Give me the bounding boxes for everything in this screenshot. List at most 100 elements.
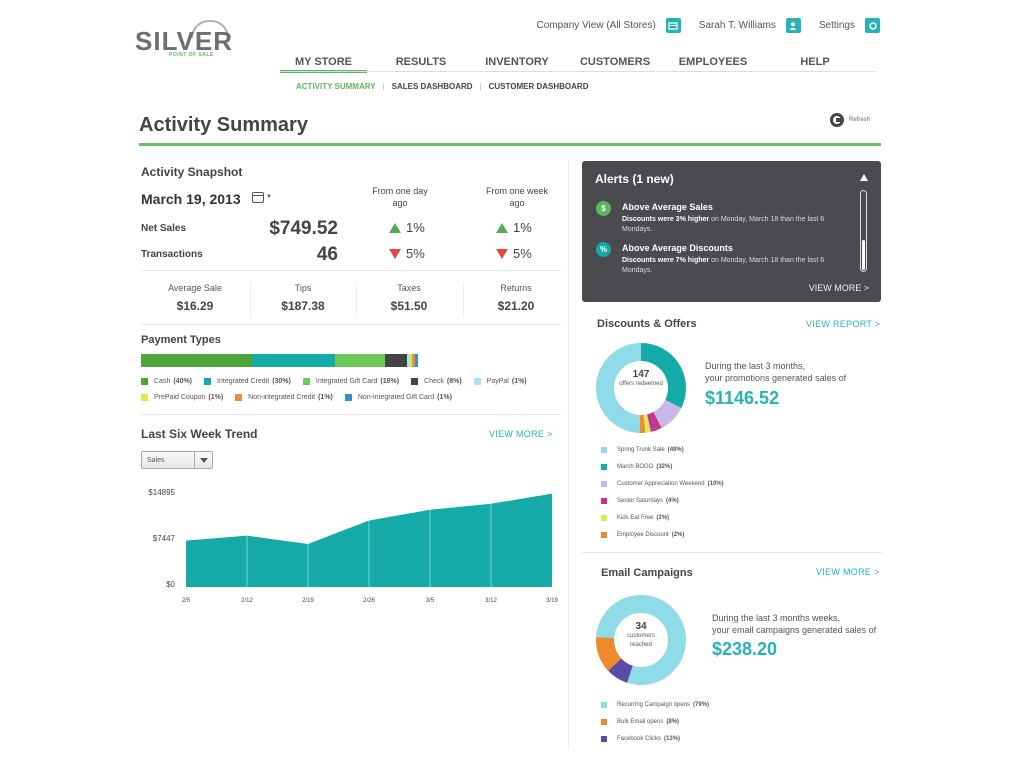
divider xyxy=(141,414,561,415)
refresh-button[interactable]: Refresh xyxy=(830,113,870,127)
nav-customers[interactable]: CUSTOMERS xyxy=(579,56,651,68)
legend-item: Spring Trunk Sale (49%) xyxy=(601,441,801,458)
silver-logo[interactable]: SILVER POINT OF SALE xyxy=(135,20,235,58)
select-value: Sales xyxy=(147,456,165,464)
subnav-sales-dashboard[interactable]: SALES DASHBOARD xyxy=(391,82,473,91)
stat-label: Tips xyxy=(294,283,312,293)
stat-taxes: Taxes $51.50 xyxy=(359,283,459,313)
legend-swatch xyxy=(601,446,607,453)
column-divider xyxy=(568,160,569,750)
payment-bar-segment xyxy=(409,354,413,367)
legend-pct: (2%) xyxy=(656,514,670,521)
legend-pct: (18%) xyxy=(380,377,400,385)
payment-types-bar xyxy=(141,354,418,367)
nav-results[interactable]: RESULTS xyxy=(395,56,447,68)
alert-title: Above Average Discounts xyxy=(622,243,733,253)
trend-heading: Last Six Week Trend xyxy=(141,427,258,441)
delta-value: 5% xyxy=(406,246,425,261)
email-view-more-link[interactable]: VIEW MORE > xyxy=(816,567,880,577)
subnav-separator: | xyxy=(479,82,482,91)
stat-value: $187.38 xyxy=(281,299,325,313)
company-view-link[interactable]: Company View (All Stores) xyxy=(536,18,681,33)
legend-label: Kids Eat Free xyxy=(617,514,654,521)
x-tick: 2/26 xyxy=(363,598,375,604)
payment-bar-segment xyxy=(406,354,410,367)
legend-swatch xyxy=(601,531,607,538)
transactions-day-delta: 5% xyxy=(389,246,425,261)
page-title: Activity Summary xyxy=(139,114,308,136)
legend-label: Facebook Clicks xyxy=(617,735,662,742)
main-nav: MY STORE RESULTS INVENTORY CUSTOMERS EMP… xyxy=(280,55,875,73)
up-arrow-icon xyxy=(389,222,401,233)
stat-label: Average Sale xyxy=(168,283,222,293)
calendar-icon[interactable] xyxy=(252,192,264,203)
legend-pct: (10%) xyxy=(707,480,724,487)
legend-swatch xyxy=(601,735,607,742)
delta-value: 1% xyxy=(513,220,532,235)
user-icon xyxy=(785,18,801,33)
email-legend: Recurring Campaign opens (79%) Bulk Email … xyxy=(601,696,801,747)
legend-pct: (32%) xyxy=(656,463,673,470)
legend-item: Check (8%) xyxy=(411,373,462,389)
legend-item: Kids Eat Free (2%) xyxy=(601,509,801,526)
alert-text: on Monday, March 18 than the last 6 Mond… xyxy=(622,257,825,274)
legend-swatch xyxy=(601,463,607,470)
sub-nav: ACTIVITY SUMMARY | SALES DASHBOARD | CUS… xyxy=(296,82,588,91)
legend-item: Non-integrated Gift Card (1%) xyxy=(344,389,452,405)
collapse-up-icon[interactable] xyxy=(860,174,868,181)
discounts-view-report-link[interactable]: VIEW REPORT > xyxy=(806,319,881,329)
legend-item: PayPal (1%) xyxy=(473,373,527,389)
legend-item: Customer Appreciation Weekend (10%) xyxy=(601,475,801,492)
email-donut-chart xyxy=(596,595,686,685)
col-head-day: From one day ago xyxy=(372,186,428,208)
legend-label: Cash xyxy=(154,377,171,385)
settings-link[interactable]: Settings xyxy=(819,18,880,33)
nav-divider xyxy=(280,71,875,72)
user-link[interactable]: Sarah T. Williams xyxy=(699,18,801,33)
legend-swatch xyxy=(601,514,607,521)
delta-value: 1% xyxy=(406,220,425,235)
stat-average-sale: Average Sale $16.29 xyxy=(145,283,245,313)
legend-swatch xyxy=(141,377,148,385)
dollar-icon: $ xyxy=(596,201,611,216)
trend-metric-select[interactable]: Sales xyxy=(141,451,213,469)
legend-swatch xyxy=(235,393,243,401)
legend-pct: (30%) xyxy=(272,377,291,385)
alerts-scrollbar[interactable] xyxy=(860,190,867,272)
discounts-heading: Discounts & Offers xyxy=(597,318,697,330)
x-tick: 2/12 xyxy=(241,598,253,604)
stat-label: Taxes xyxy=(397,283,421,293)
payment-bar-segment xyxy=(415,354,418,367)
calendar-caret-icon[interactable]: ▼ xyxy=(266,194,272,200)
legend-pct: (2%) xyxy=(671,531,685,538)
x-tick: 2/19 xyxy=(302,598,314,604)
subnav-customer-dashboard[interactable]: CUSTOMER DASHBOARD xyxy=(488,82,589,91)
title-rule xyxy=(139,143,881,146)
nav-inventory[interactable]: INVENTORY xyxy=(485,56,549,68)
legend-label: Bulk Email opens xyxy=(617,718,664,725)
y-tick: $14895 xyxy=(148,488,175,497)
subnav-activity-summary[interactable]: ACTIVITY SUMMARY xyxy=(296,82,376,91)
scroll-thumb[interactable] xyxy=(862,240,865,270)
delta-value: 5% xyxy=(513,246,532,261)
down-arrow-icon xyxy=(389,248,401,259)
x-tick: 3/5 xyxy=(425,598,435,604)
legend-item: Facebook Clicks (13%) xyxy=(601,730,801,747)
alert-emphasis: Discounts were 7% higher xyxy=(622,257,710,264)
legend-label: Employee Discount xyxy=(617,531,669,538)
net-sales-day-delta: 1% xyxy=(389,220,425,235)
nav-help[interactable]: HELP xyxy=(800,56,830,68)
email-campaigns-heading: Email Campaigns xyxy=(601,567,693,579)
trend-view-more-link[interactable]: VIEW MORE > xyxy=(489,429,553,439)
chevron-down-icon[interactable] xyxy=(194,452,212,468)
legend-item: Senior Saturdays (4%) xyxy=(601,492,801,509)
legend-swatch xyxy=(601,497,607,504)
transactions-label: Transactions xyxy=(141,249,203,260)
legend-label: Integrated Gift Card xyxy=(315,377,378,385)
alerts-view-more-link[interactable]: VIEW MORE > xyxy=(808,283,869,293)
nav-employees[interactable]: EMPLOYEES xyxy=(678,56,748,68)
legend-pct: (1%) xyxy=(318,393,333,401)
email-description: During the last 3 months weeks, your ema… xyxy=(712,612,876,636)
divider xyxy=(582,552,882,553)
customers-count: 34 xyxy=(635,621,647,632)
